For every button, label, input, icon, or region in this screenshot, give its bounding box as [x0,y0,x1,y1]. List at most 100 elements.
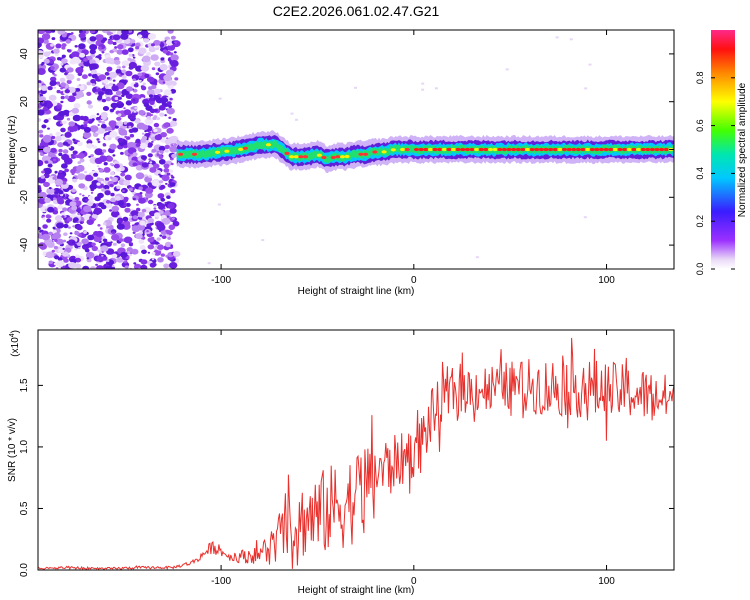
noise-speckle [92,145,97,149]
noise-speckle [62,239,67,243]
noise-speckle [125,70,133,77]
noise-speckle [153,122,160,128]
noise-speckle [120,243,126,247]
noise-speckle [102,37,108,42]
noise-speckle [43,119,49,124]
noise-speckle [142,82,146,86]
noise-speckle [123,236,133,244]
noise-speckle [97,124,100,126]
noise-speckle [102,238,108,242]
signal-core [645,147,651,152]
noise-speckle [153,94,161,101]
noise-speckle [97,140,101,144]
noise-speckle [38,226,41,231]
noise-speckle [121,94,125,97]
signal-core [372,150,378,154]
noise-speckle [66,114,69,117]
noise-speckle [96,255,105,263]
noise-speckle [147,251,151,254]
noise-speckle [151,179,161,187]
noise-speckle [138,47,147,55]
noise-speckle [54,135,62,142]
noise-speckle [58,190,64,195]
noise-speckle [162,49,168,54]
noise-speckle [86,143,93,149]
signal-core [506,147,512,152]
noise-speckle [169,262,178,269]
noise-speckle [96,182,101,186]
noise-speckle [161,97,169,103]
noise-speckle [146,89,156,97]
y-tick-label: 40 [19,48,30,60]
noise-speckle [169,178,173,181]
spectrogram-y-ticks: -40 -20 0 20 40 [19,48,674,252]
noise-speckle [106,31,112,36]
signal-core [390,148,396,152]
noise-speckle [155,245,158,248]
signal-core [566,147,572,152]
snr-y-scale-exponent: 4 [9,333,16,337]
signal-core [446,147,452,152]
signal-core [557,147,563,152]
noise-speckle [164,144,170,150]
noise-speckle [47,51,52,55]
noise-speckle [54,170,58,174]
signal-core [418,147,424,152]
noise-speckle [174,77,179,81]
noise-speckle [41,170,45,174]
noise-speckle [76,225,83,231]
noise-speckle [127,30,133,33]
spectrogram-x-ticks: -100 0 100 [211,30,615,286]
noise-speckle [50,147,57,153]
noise-speckle [82,115,89,122]
noise-speckle [127,154,131,157]
noise-speckle [79,193,82,196]
noise-speckle [43,173,50,179]
noise-speckle [111,205,120,212]
noise-speckle [149,167,157,173]
noise-speckle [141,132,145,135]
y-tick-label: 1.0 [19,440,30,454]
noise-speckle [118,238,124,242]
noise-speckle [112,79,116,82]
noise-speckle [133,110,137,113]
noise-speckle [137,211,145,218]
noise-speckle [173,51,177,54]
snr-frame [37,329,675,571]
noise-speckle [170,244,173,247]
noise-speckle [66,73,75,81]
noise-speckle [41,155,51,163]
noise-speckle [170,60,179,67]
noise-speckle [475,256,479,259]
noise-speckle [78,84,82,87]
noise-speckle [91,83,96,87]
noise-speckle [135,138,141,144]
noise-speckle [172,217,175,220]
noise-speckle [77,141,83,147]
noise-speckle [63,232,68,236]
noise-speckle [70,168,77,174]
noise-speckle [152,104,157,107]
noise-speckle [141,85,147,90]
spectrogram-x-axis-label: Height of straight line (km) [298,286,415,297]
noise-speckle [41,124,47,129]
noise-speckle [78,32,86,39]
noise-speckle [165,39,174,46]
noise-speckle [63,223,69,229]
noise-speckle [68,121,75,127]
noise-speckle [169,226,175,231]
snr-panel: -100 0 100 0.0 0.5 1.0 1.5 Height of straight… [7,329,675,596]
noise-speckle [38,45,41,49]
noise-speckle [48,260,54,265]
noise-speckle [134,42,141,48]
noise-speckle [126,251,131,254]
noise-speckle [133,263,142,269]
noise-speckle [110,197,117,203]
noise-speckle [62,149,69,154]
noise-speckle [89,125,99,133]
signal-core [561,147,568,152]
signal-core [427,147,433,152]
noise-speckle [123,107,126,110]
noise-speckle [588,63,592,66]
noise-speckle [64,89,71,94]
